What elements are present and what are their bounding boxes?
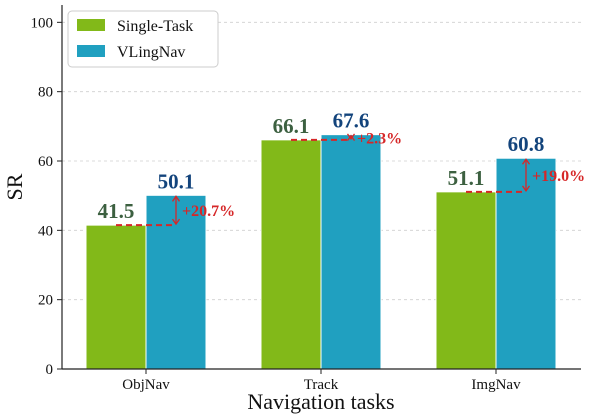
x-tick-label: ObjNav xyxy=(122,377,170,393)
y-tick-label: 40 xyxy=(38,223,53,239)
y-ticks: 0 20 40 60 80 100 xyxy=(31,15,62,378)
value-labels: 41.5 66.1 51.1 50.1 67.6 60.8 xyxy=(98,109,545,223)
legend-swatch-vlingnav xyxy=(77,45,105,57)
improvement-label: +2.3% xyxy=(357,130,402,147)
y-tick-label: 60 xyxy=(38,154,53,170)
y-tick-label: 100 xyxy=(31,15,54,31)
improvement-label: +19.0% xyxy=(532,168,585,185)
bar-single-task xyxy=(260,139,322,370)
legend-label-vlingnav: VLingNav xyxy=(117,44,185,61)
arrow-head-down xyxy=(346,133,356,140)
arrow-head-down xyxy=(171,218,181,226)
bar-vlingnav xyxy=(320,134,382,370)
y-tick-label: 20 xyxy=(38,293,53,309)
y-tick-label: 80 xyxy=(38,85,53,101)
legend-swatch-single-task xyxy=(77,19,105,31)
arrow-head-up xyxy=(346,134,356,142)
y-axis-title: SR xyxy=(2,173,27,200)
legend: Single-Task VLingNav xyxy=(67,10,219,68)
arrow-head-down xyxy=(521,185,531,192)
improvement-annotations: +20.7% +2.3% +19.0% xyxy=(116,130,585,227)
legend-label-single-task: Single-Task xyxy=(117,18,193,35)
value-label: 60.8 xyxy=(508,132,545,156)
value-label: 50.1 xyxy=(158,169,195,193)
arrow-head-up xyxy=(521,158,531,165)
bar-single-task xyxy=(435,191,497,370)
bars xyxy=(85,134,557,370)
x-tick-label: ImgNav xyxy=(471,377,521,393)
x-axis-title: Navigation tasks xyxy=(247,389,394,414)
value-label: 51.1 xyxy=(448,166,485,190)
arrow-head-up xyxy=(171,195,181,202)
y-tick-label: 0 xyxy=(46,362,54,378)
improvement-label: +20.7% xyxy=(182,203,235,220)
value-label: 67.6 xyxy=(333,109,370,133)
value-label: 66.1 xyxy=(273,114,310,138)
value-label: 41.5 xyxy=(98,199,135,223)
x-tick-label: Track xyxy=(304,377,339,393)
x-ticks: ObjNav Track ImgNav xyxy=(122,369,521,393)
bar-single-task xyxy=(85,224,147,370)
legend-frame xyxy=(67,10,219,68)
